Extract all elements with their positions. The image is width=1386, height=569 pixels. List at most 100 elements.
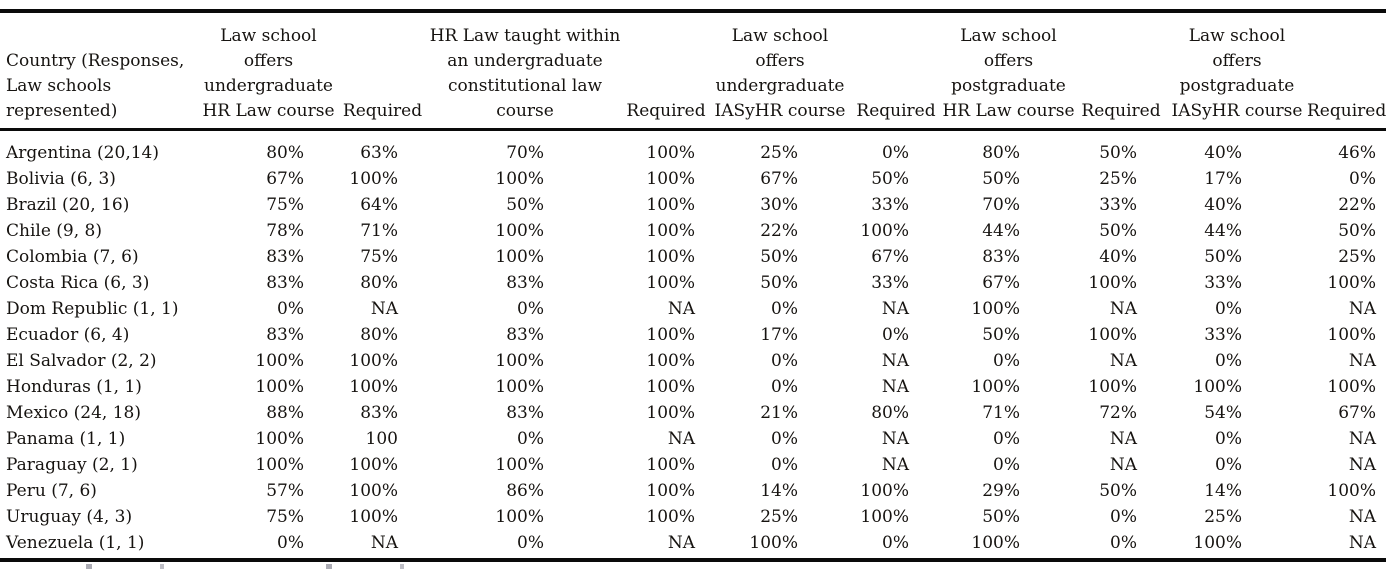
data-cell: 83% bbox=[266, 273, 304, 293]
data-cell: 0% bbox=[993, 455, 1020, 475]
column-header: HR Law taught within an undergraduate cons… bbox=[428, 11, 622, 131]
data-cell: 67% bbox=[871, 247, 909, 267]
data-cell: 0% bbox=[1215, 429, 1242, 449]
data-cell: 0% bbox=[771, 351, 798, 371]
table-header: Country (Responses, Law schools represente… bbox=[0, 11, 1386, 131]
data-cell: 0% bbox=[882, 325, 909, 345]
data-cell: 0% bbox=[993, 351, 1020, 371]
header-line: postgraduate bbox=[1179, 76, 1295, 96]
column-header: Required bbox=[622, 11, 710, 131]
table-row: Peru (7, 6) 57% 100% 86% 100% 14% 100% 29% 50% 14… bbox=[0, 478, 1386, 504]
data-cell: 63% bbox=[360, 143, 398, 163]
data-cell: 83% bbox=[506, 273, 544, 293]
country-cell: Colombia (7, 6) bbox=[6, 247, 139, 267]
data-cell: 46% bbox=[1338, 143, 1376, 163]
data-cell: 100% bbox=[495, 351, 544, 371]
header-line: an undergraduate bbox=[447, 51, 603, 71]
data-cell: 50% bbox=[982, 325, 1020, 345]
table-row: Ecuador (6, 4) 83% 80% 83% 100% 17% 0% 50% 100% 3… bbox=[0, 322, 1386, 348]
header-line: Required bbox=[1081, 101, 1161, 121]
data-cell: 100% bbox=[860, 481, 909, 501]
header-line: Country (Responses, bbox=[6, 51, 185, 71]
table-row: Costa Rica (6, 3) 83% 80% 83% 100% 50% 33% 67% 1… bbox=[0, 270, 1386, 296]
data-cell: 75% bbox=[360, 247, 398, 267]
data-cell: 50% bbox=[871, 169, 909, 189]
data-cell: NA bbox=[1109, 429, 1137, 449]
data-cell: 100% bbox=[646, 247, 695, 267]
data-cell: 50% bbox=[982, 169, 1020, 189]
data-cell: 80% bbox=[982, 143, 1020, 163]
data-cell: 0% bbox=[771, 299, 798, 319]
country-cell: Ecuador (6, 4) bbox=[6, 325, 130, 345]
data-cell: 100% bbox=[646, 221, 695, 241]
data-cell: 100% bbox=[349, 507, 398, 527]
data-cell: 33% bbox=[1099, 195, 1137, 215]
data-cell: 50% bbox=[1099, 481, 1137, 501]
data-cell: 67% bbox=[982, 273, 1020, 293]
data-cell: 50% bbox=[506, 195, 544, 215]
data-cell: 71% bbox=[360, 221, 398, 241]
data-cell: 100% bbox=[255, 455, 304, 475]
data-cell: 100% bbox=[495, 377, 544, 397]
data-cell: 33% bbox=[871, 195, 909, 215]
data-cell: 100% bbox=[349, 169, 398, 189]
table-row: Argentina (20,14) 80% 63% 70% 100% 25% 0% 80% 50… bbox=[0, 130, 1386, 167]
data-cell: 83% bbox=[266, 325, 304, 345]
country-cell: Argentina (20,14) bbox=[6, 143, 159, 163]
data-cell: 25% bbox=[760, 507, 798, 527]
data-cell: NA bbox=[1348, 455, 1376, 475]
data-cell: 100% bbox=[495, 247, 544, 267]
data-cell: 100% bbox=[495, 507, 544, 527]
data-cell: 100% bbox=[495, 221, 544, 241]
column-header: Law school offers postgraduate IASyHR cours… bbox=[1167, 11, 1307, 131]
header-line: Law school bbox=[960, 26, 1057, 46]
table-row: Paraguay (2, 1) 100% 100% 100% 100% 0% NA 0% NA 0… bbox=[0, 452, 1386, 478]
data-cell: 100% bbox=[646, 351, 695, 371]
data-cell: 17% bbox=[760, 325, 798, 345]
data-cell: 0% bbox=[771, 429, 798, 449]
table-row: El Salvador (2, 2) 100% 100% 100% 100% 0% NA 0%… bbox=[0, 348, 1386, 374]
data-cell: 100% bbox=[646, 455, 695, 475]
data-cell: 14% bbox=[760, 481, 798, 501]
country-cell: Paraguay (2, 1) bbox=[6, 455, 138, 475]
data-cell: 100% bbox=[860, 221, 909, 241]
data-cell: 25% bbox=[1338, 247, 1376, 267]
data-cell: 100 bbox=[365, 429, 398, 449]
data-cell: 50% bbox=[1338, 221, 1376, 241]
data-cell: 67% bbox=[266, 169, 304, 189]
data-cell: NA bbox=[1348, 299, 1376, 319]
header-line: Required bbox=[626, 101, 706, 121]
data-cell: NA bbox=[881, 377, 909, 397]
data-cell: 80% bbox=[266, 143, 304, 163]
header-line: Law schools bbox=[6, 76, 112, 96]
data-cell: 33% bbox=[1204, 273, 1242, 293]
data-cell: 100% bbox=[495, 455, 544, 475]
header-line: Law school bbox=[731, 26, 829, 46]
column-header: Law school offers undergraduate HR Law cour… bbox=[200, 11, 337, 131]
data-cell: 22% bbox=[760, 221, 798, 241]
data-cell: 100% bbox=[495, 169, 544, 189]
data-cell: 57% bbox=[266, 481, 304, 501]
data-cell: 25% bbox=[1099, 169, 1137, 189]
data-cell: 21% bbox=[760, 403, 798, 423]
data-cell: 64% bbox=[360, 195, 398, 215]
data-cell: 83% bbox=[982, 247, 1020, 267]
header-line: offers bbox=[243, 51, 294, 71]
data-cell: 83% bbox=[266, 247, 304, 267]
data-cell: 83% bbox=[506, 325, 544, 345]
country-cell: Venezuela (1, 1) bbox=[0, 530, 200, 562]
data-cell: 100% bbox=[1167, 530, 1307, 562]
header-line: offers bbox=[1212, 51, 1262, 71]
data-cell: 100% bbox=[349, 377, 398, 397]
data-cell: NA bbox=[881, 455, 909, 475]
data-cell: NA bbox=[622, 530, 710, 562]
data-cell: 0% bbox=[200, 530, 337, 562]
data-cell: 50% bbox=[760, 247, 798, 267]
country-cell: Panama (1, 1) bbox=[6, 429, 126, 449]
data-cell: NA bbox=[1109, 351, 1137, 371]
column-header: Required bbox=[1075, 11, 1167, 131]
header-line: IASyHR course bbox=[714, 101, 846, 121]
data-cell: NA bbox=[881, 429, 909, 449]
data-cell: 75% bbox=[266, 507, 304, 527]
country-cell: Mexico (24, 18) bbox=[6, 403, 141, 423]
